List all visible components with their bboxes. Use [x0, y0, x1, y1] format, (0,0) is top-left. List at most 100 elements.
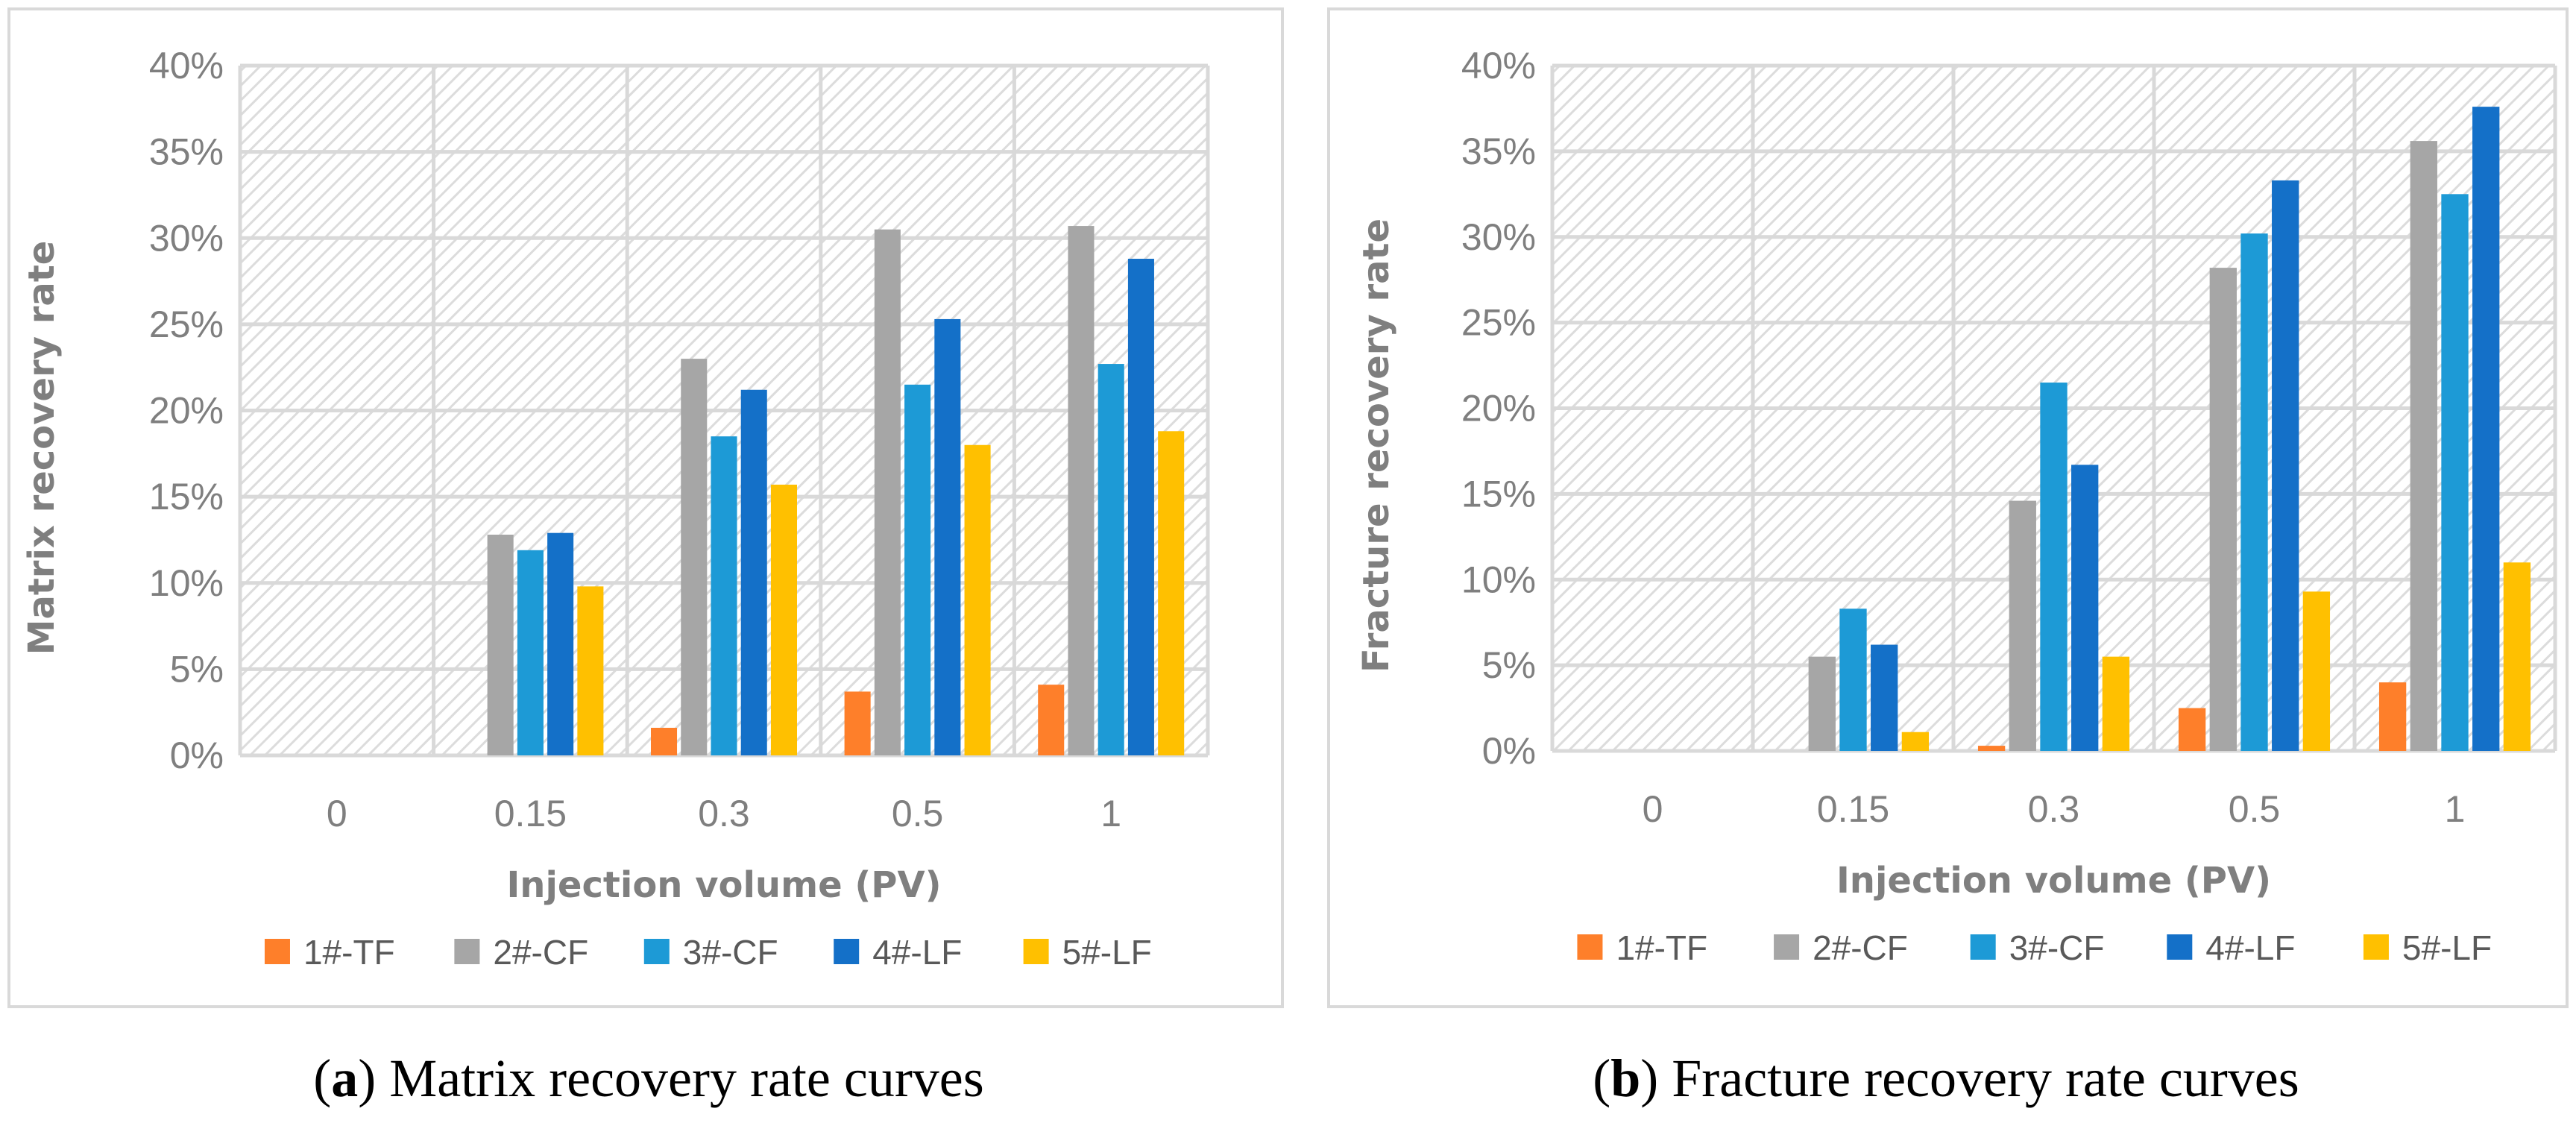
x-axis-title: Injection volume (PV) — [1836, 860, 2271, 902]
y-tick-label: 5% — [170, 648, 224, 690]
y-tick-label: 15% — [1461, 473, 1536, 515]
legend-label: 1#-TF — [1616, 928, 1707, 967]
x-axis-title: Injection volume (PV) — [506, 864, 941, 906]
legend-label: 2#-CF — [1813, 928, 1908, 967]
figure-caption: (b) Fracture recovery rate curves — [1593, 1048, 2299, 1108]
legend-swatch-5#-LF — [1023, 939, 1049, 964]
y-tick-label: 30% — [1461, 216, 1536, 258]
legend-label: 4#-LF — [872, 933, 962, 972]
legend-swatch-2#-CF — [454, 939, 480, 964]
bar-2#-CF — [2410, 141, 2437, 752]
legend-label: 3#-CF — [683, 933, 778, 972]
bar-1#-TF — [1038, 685, 1065, 755]
legend-swatch-1#-TF — [264, 939, 290, 964]
legend-label: 1#-TF — [303, 933, 395, 972]
bar-2#-CF — [2209, 268, 2237, 752]
bar-1#-TF — [2378, 682, 2407, 751]
legend-label: 4#-LF — [2205, 928, 2295, 967]
legend: 1#-TF 2#-CF 3#-CF 4#-LF 5#-LF — [264, 933, 1152, 972]
caption-letter: a — [331, 1048, 358, 1108]
y-tick-label: 30% — [149, 217, 224, 259]
y-tick-label: 35% — [1461, 130, 1536, 172]
legend-swatch-2#-CF — [1774, 934, 1800, 960]
x-tick-label: 0.3 — [698, 793, 750, 834]
x-tick-label: 1 — [1100, 793, 1121, 834]
bar-5#-LF — [964, 444, 991, 755]
caption-paren: ) — [1640, 1048, 1658, 1108]
bar-5#-LF — [577, 586, 604, 755]
bar-5#-LF — [1901, 732, 1930, 751]
bar-2#-CF — [2009, 500, 2036, 751]
y-tick-label: 20% — [1461, 388, 1536, 430]
bar-4#-LF — [2272, 180, 2299, 751]
caption-text: Fracture recovery rate curves — [1658, 1048, 2299, 1108]
y-tick-label: 40% — [149, 45, 224, 87]
bar-4#-LF — [934, 318, 961, 755]
x-tick-label: 0.5 — [2229, 788, 2281, 830]
x-tick-label: 0.15 — [494, 793, 567, 834]
bar-3#-CF — [2240, 233, 2268, 751]
y-tick-label: 5% — [1482, 644, 1536, 686]
y-tick-label: 20% — [149, 390, 224, 432]
x-tick-label: 0.5 — [892, 793, 944, 834]
caption-paren: ) — [358, 1048, 376, 1108]
bar-3#-CF — [1839, 608, 1867, 751]
y-tick-label: 40% — [1461, 45, 1536, 87]
legend-label: 2#-CF — [493, 933, 588, 972]
y-tick-label: 0% — [1482, 730, 1536, 772]
bar-5#-LF — [770, 484, 797, 755]
legend-swatch-4#-LF — [2167, 934, 2193, 960]
legend: 1#-TF 2#-CF 3#-CF 4#-LF 5#-LF — [1577, 928, 2492, 967]
bar-3#-CF — [711, 436, 737, 755]
legend-label: 5#-LF — [2402, 928, 2492, 967]
caption-text: Matrix recovery rate curves — [376, 1048, 984, 1108]
bar-4#-LF — [1871, 644, 1898, 751]
y-tick-label: 25% — [1461, 302, 1536, 344]
y-axis-title: Fracture recovery rate — [1355, 218, 1397, 673]
caption-paren: ( — [313, 1048, 331, 1108]
y-tick-label: 25% — [149, 303, 224, 345]
bar-2#-CF — [1808, 656, 1836, 751]
legend-swatch-3#-CF — [1970, 934, 1996, 960]
x-tick-label: 0.3 — [2028, 788, 2080, 830]
bar-1#-TF — [651, 728, 678, 755]
bar-2#-CF — [874, 229, 901, 755]
y-tick-label: 15% — [149, 476, 224, 518]
caption-paren: ( — [1593, 1048, 1610, 1108]
y-tick-label: 0% — [170, 735, 224, 776]
bar-4#-LF — [1127, 259, 1154, 755]
bar-5#-LF — [2102, 656, 2130, 751]
bar-1#-TF — [2178, 708, 2206, 751]
legend-swatch-4#-LF — [834, 939, 860, 964]
bar-4#-LF — [2472, 107, 2500, 751]
bar-4#-LF — [2071, 465, 2099, 751]
bar-5#-LF — [2503, 562, 2531, 751]
x-tick-label: 1 — [2445, 788, 2466, 830]
bar-2#-CF — [1068, 226, 1095, 755]
legend-swatch-3#-CF — [643, 939, 670, 964]
y-axis-title: Matrix recovery rate — [21, 241, 63, 655]
bar-2#-CF — [487, 535, 514, 755]
x-tick-label: 0 — [1643, 788, 1663, 830]
chart-panel-b: 0% 5% 10% 15% 20% 25% 30% 35% 40% 0 0.15 0.3 0.5 1 Inj… — [1327, 7, 2569, 1008]
x-tick-label: 0.15 — [1817, 788, 1889, 830]
bar-1#-TF — [844, 691, 871, 755]
y-tick-label: 35% — [149, 131, 224, 173]
legend-label: 3#-CF — [2009, 928, 2105, 967]
bar-3#-CF — [2441, 194, 2469, 751]
bar-1#-TF — [1977, 746, 2006, 751]
bar-3#-CF — [2040, 383, 2068, 751]
figure-caption: (a) Matrix recovery rate curves — [313, 1048, 984, 1108]
bar-3#-CF — [1098, 364, 1124, 755]
legend-label: 5#-LF — [1062, 933, 1152, 972]
bar-3#-CF — [904, 384, 931, 755]
bar-4#-LF — [547, 532, 574, 755]
legend-swatch-5#-LF — [2363, 934, 2389, 960]
caption-letter: b — [1610, 1048, 1640, 1108]
bar-3#-CF — [517, 550, 544, 755]
x-tick-label: 0 — [327, 793, 347, 834]
bar-5#-LF — [2302, 591, 2331, 751]
chart-panel-a: 0% 5% 10% 15% 20% 25% 30% 35% 40% 0 0.15 0.3 0.5 1 Inj… — [7, 7, 1284, 1008]
bar-2#-CF — [681, 359, 708, 755]
